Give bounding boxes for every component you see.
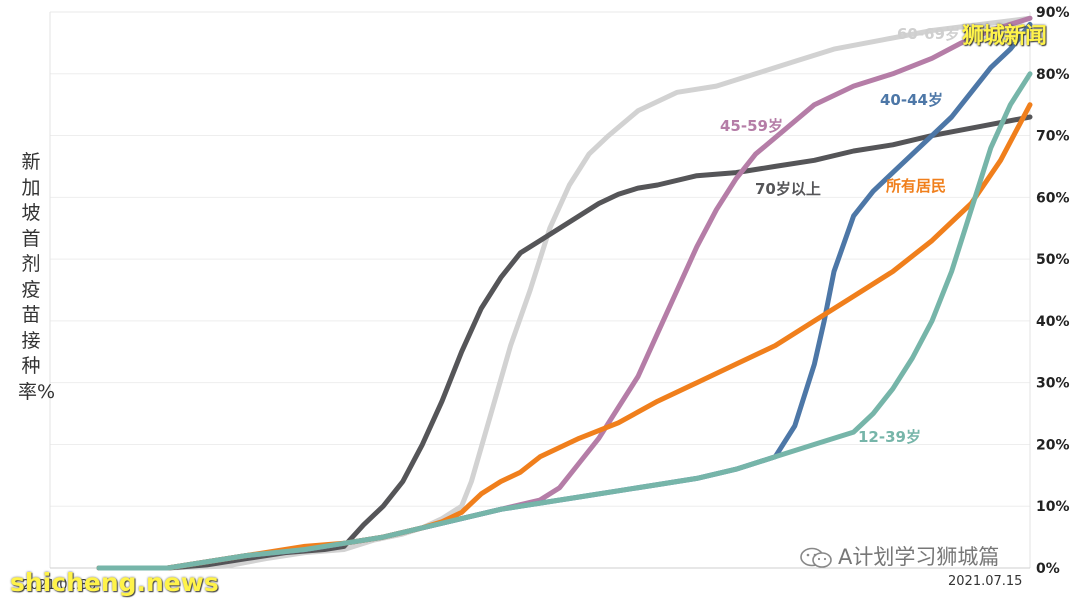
series-label-1: 70岁以上 [755, 180, 821, 198]
watermark-bottom-left: shicheng.news [10, 568, 219, 597]
series-label-2: 45-59岁 [720, 117, 783, 135]
y-tick-label: 30% [1036, 376, 1070, 392]
series-label-5: 12-39岁 [858, 428, 921, 446]
series-line-5 [96, 71, 1033, 571]
series-line-1 [96, 114, 1033, 571]
y-tick-label: 20% [1036, 437, 1070, 453]
series-label-4: 所有居民 [886, 177, 946, 195]
series-label-3: 40-44岁 [880, 91, 943, 109]
y-tick-label: 10% [1036, 499, 1070, 515]
series-label-0: 60-69岁 [897, 25, 960, 43]
y-tick-labels: 0% 10% 20% 30% 40% 50% 60% 70% 80% 90% [1036, 5, 1070, 577]
y-axis-label: 新加坡首剂疫苗接种率% [18, 151, 56, 403]
y-tick-label: 70% [1036, 129, 1070, 145]
y-tick-label: 40% [1036, 314, 1070, 330]
watermark-wechat: A计划学习狮城篇 [800, 541, 999, 571]
y-tick-label: 80% [1036, 67, 1070, 83]
series-lines [96, 15, 1033, 571]
y-tick-label: 50% [1036, 252, 1070, 268]
wechat-icon [800, 547, 834, 569]
y-tick-label: 0% [1036, 561, 1060, 577]
wechat-account-name: A计划学习狮城篇 [838, 545, 1000, 569]
watermark-top-right: 狮城新闻 [962, 24, 1047, 49]
y-tick-label: 60% [1036, 190, 1070, 206]
y-tick-label: 90% [1036, 5, 1070, 21]
x-start-label: 2021.01.30 [22, 578, 97, 593]
x-end-label: 2021.07.15 [948, 574, 1023, 589]
